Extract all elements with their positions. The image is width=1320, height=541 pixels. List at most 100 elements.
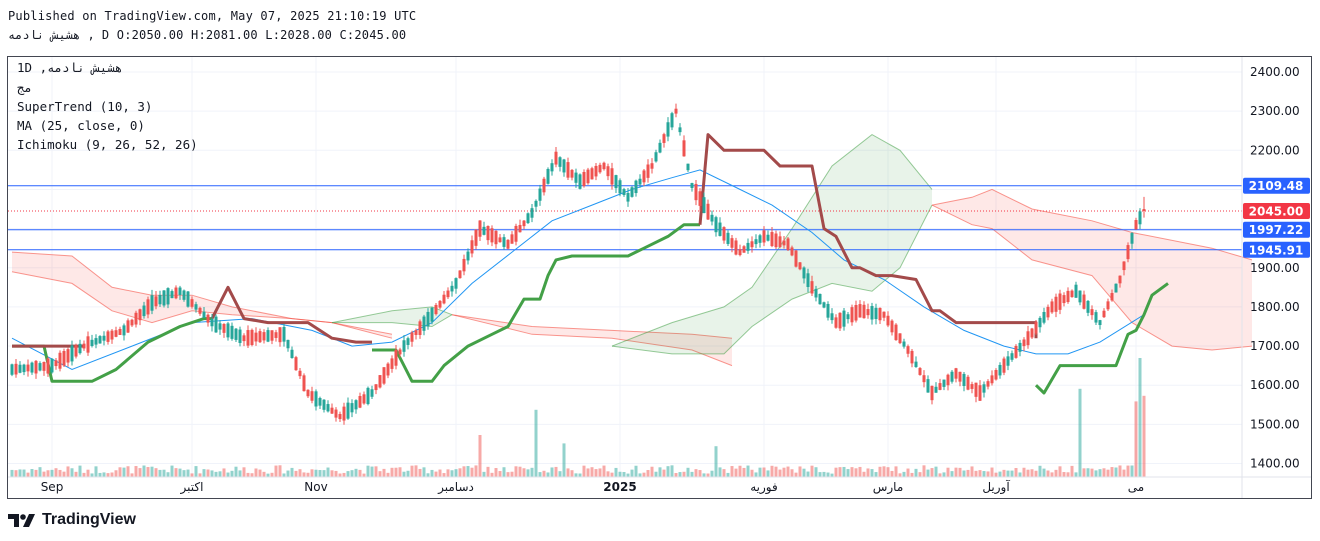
candle-body	[458, 270, 462, 279]
volume-bar	[998, 471, 1002, 477]
volume-bar	[166, 472, 170, 477]
volume-bar	[1142, 395, 1146, 477]
candle-body	[1062, 295, 1066, 304]
candle-body	[406, 338, 410, 345]
volume-bar	[1098, 469, 1102, 477]
volume-bar	[218, 471, 222, 477]
volume-bar	[494, 468, 498, 477]
volume-bar	[1022, 467, 1026, 477]
volume-bar	[798, 466, 802, 477]
level-label: 2045.00	[1249, 204, 1304, 218]
tradingview-brand[interactable]: TradingView	[8, 511, 136, 529]
price-chart[interactable]: 2400.002300.002200.002100.002000.001900.…	[8, 57, 1311, 498]
candle-body	[1078, 290, 1082, 303]
volume-bar	[250, 473, 254, 477]
volume-bar	[1062, 472, 1066, 477]
candle-body	[982, 384, 986, 393]
candle-body	[190, 299, 194, 307]
candle-body	[634, 180, 638, 194]
candle-body	[606, 166, 610, 177]
chart-frame[interactable]: 2400.002300.002200.002100.002000.001900.…	[7, 56, 1312, 499]
volume-bar	[562, 443, 566, 477]
volume-bar	[786, 466, 790, 477]
time-tick-label: مارس	[873, 480, 904, 495]
candle-body	[98, 336, 102, 344]
candle-body	[222, 324, 226, 333]
candle-body	[534, 200, 538, 207]
candle-body	[246, 330, 250, 346]
volume-bar	[702, 473, 706, 477]
volume-bar	[818, 472, 822, 477]
volume-bar	[870, 469, 874, 477]
volume-bar	[94, 466, 98, 477]
volume-bar	[1122, 469, 1126, 477]
volume-bar	[862, 471, 866, 477]
volume-bar	[70, 468, 74, 477]
candle-body	[1102, 310, 1106, 318]
volume-bar	[874, 472, 878, 477]
candle-body	[226, 323, 230, 338]
volume-bar	[806, 471, 810, 477]
volume-bar	[118, 467, 122, 477]
candle-body	[302, 375, 306, 392]
candle-body	[766, 234, 770, 241]
candle-body	[1114, 283, 1118, 293]
volume-bar	[386, 472, 390, 477]
candle-body	[550, 163, 554, 172]
candle-body	[86, 336, 90, 353]
volume-bar	[986, 471, 990, 477]
volume-bar	[766, 470, 770, 477]
candle-body	[450, 285, 454, 292]
candle-body	[502, 237, 506, 247]
volume-bar	[878, 466, 882, 477]
candle-body	[1026, 331, 1030, 346]
candle-body	[942, 379, 946, 387]
volume-bar	[374, 466, 378, 477]
candle-body	[182, 290, 186, 300]
candle-body	[910, 350, 914, 364]
candle-body	[962, 373, 966, 387]
candle-body	[318, 398, 322, 406]
candle-body	[730, 238, 734, 248]
candle-body	[578, 174, 582, 189]
volume-bar	[258, 469, 262, 477]
candle-body	[194, 304, 198, 310]
candle-body	[370, 389, 374, 397]
volume-bar	[602, 465, 606, 477]
candle-body	[1042, 311, 1046, 323]
volume-bar	[370, 466, 374, 477]
volume-bar	[406, 470, 410, 477]
candle-body	[342, 406, 346, 421]
candle-body	[278, 327, 282, 343]
volume-bar	[30, 469, 34, 477]
volume-bar	[1034, 470, 1038, 477]
legend-ichimoku[interactable]: Ichimoku (9, 26, 52, 26)	[17, 137, 198, 152]
volume-bar	[278, 465, 282, 477]
candle-body	[434, 304, 438, 315]
volume-bar	[1070, 465, 1074, 477]
volume-bar	[274, 465, 278, 477]
candle-body	[170, 291, 174, 299]
volume-bar	[426, 473, 430, 477]
candle-body	[690, 183, 694, 189]
legend-ma[interactable]: MA (25, close, 0)	[17, 118, 145, 133]
volume-bar	[186, 469, 190, 477]
volume-bar	[962, 470, 966, 477]
price-tick-label: 1800.00	[1250, 300, 1300, 314]
volume-bar	[634, 465, 638, 477]
candle-body	[670, 113, 674, 128]
candle-body	[818, 293, 822, 305]
candle-body	[494, 230, 498, 245]
volume-bar	[266, 473, 270, 477]
volume-bar	[450, 470, 454, 477]
volume-bar	[590, 467, 594, 477]
volume-bar	[618, 471, 622, 477]
legend-symbol[interactable]: 1D ,هشیش نادمه	[17, 60, 123, 75]
candle-body	[594, 165, 598, 177]
legend-supertrend[interactable]: SuperTrend (10, 3)	[17, 99, 153, 114]
volume-bar	[682, 471, 686, 477]
candle-body	[678, 127, 682, 133]
volume-bar	[686, 467, 690, 477]
candle-body	[510, 234, 514, 244]
volume-bar	[422, 467, 426, 477]
